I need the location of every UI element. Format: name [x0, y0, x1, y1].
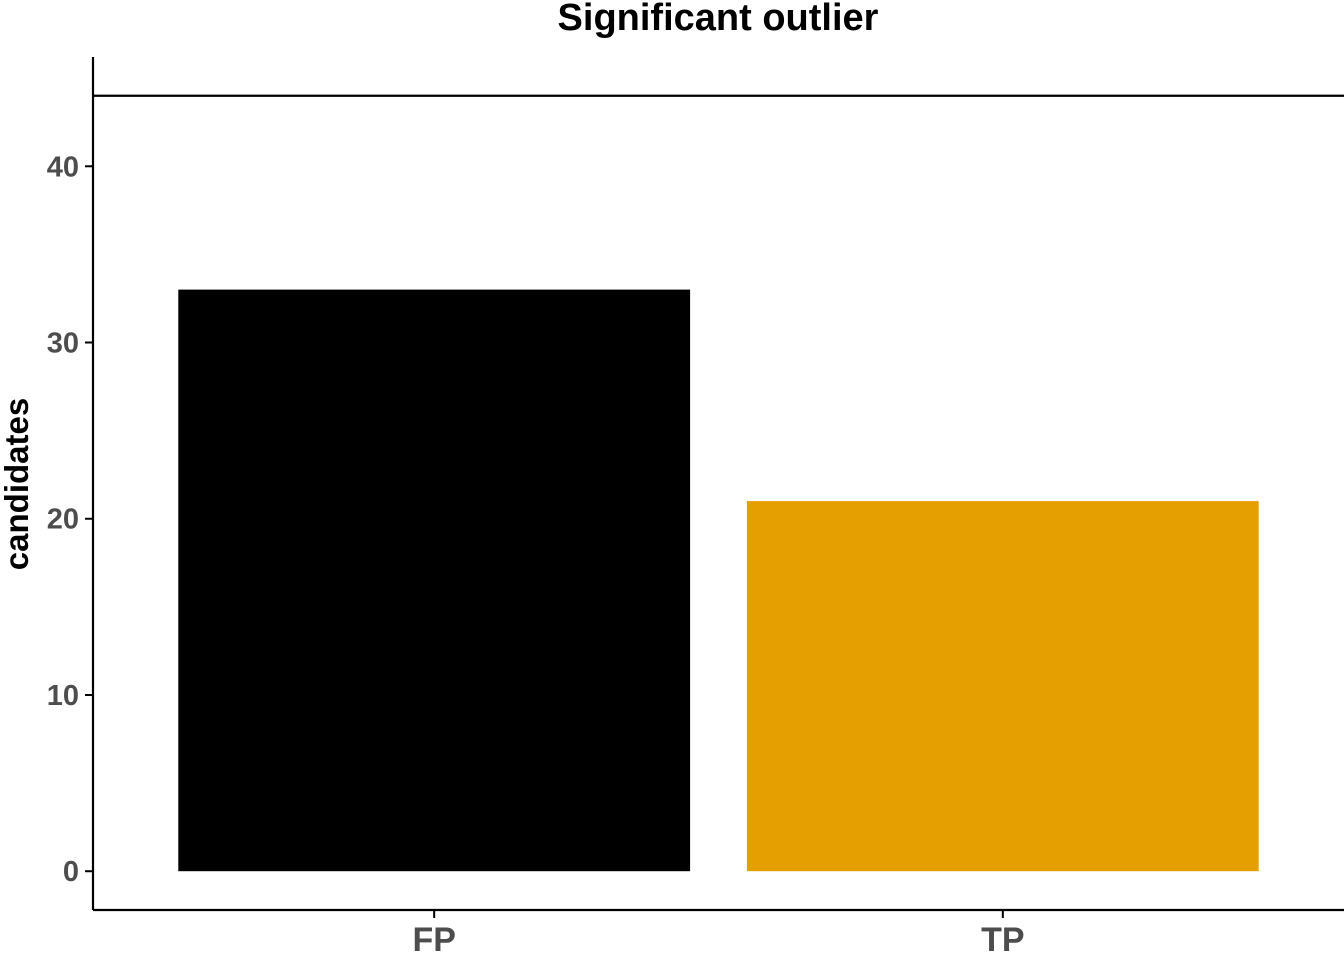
y-ticks-group: 0 10 20 30 40: [47, 151, 93, 888]
y-tick-label: 0: [63, 856, 79, 888]
y-tick-label: 10: [47, 680, 79, 712]
x-tick-label-fp: FP: [412, 921, 455, 959]
x-ticks-group: FP TP: [412, 910, 1025, 959]
bars-group: [178, 289, 1259, 872]
axes-group: [91, 57, 1344, 912]
y-tick-label: 30: [47, 328, 79, 360]
y-tick-label: 20: [47, 504, 79, 536]
chart-title: Significant outlier: [558, 0, 879, 39]
bar-tp: [746, 501, 1259, 872]
x-tick-label-tp: TP: [981, 921, 1024, 959]
bar-fp: [178, 289, 691, 872]
y-axis-label: candidates: [0, 398, 35, 570]
y-tick-label: 40: [47, 151, 79, 183]
